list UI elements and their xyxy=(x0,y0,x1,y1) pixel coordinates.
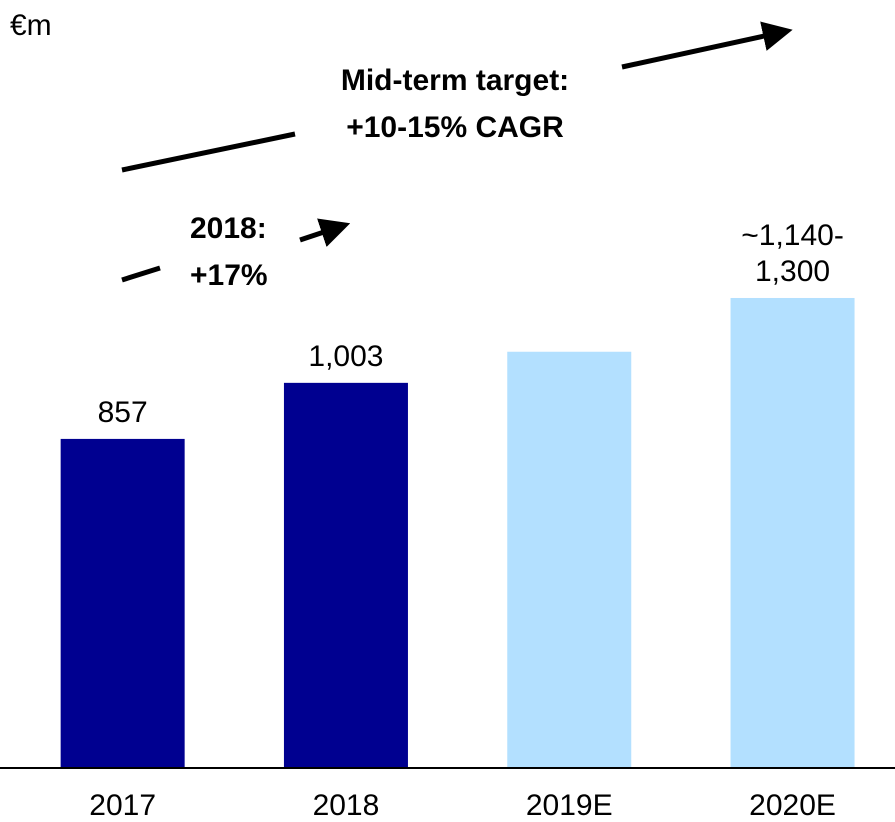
bar xyxy=(730,297,855,768)
annotation: +17% xyxy=(190,259,268,292)
bar xyxy=(283,382,408,768)
bar xyxy=(60,438,185,768)
value-label: ~1,140-1,300 xyxy=(741,218,844,288)
trend-arrow xyxy=(121,265,161,283)
annotation: 2018: xyxy=(190,212,267,245)
trend-arrow xyxy=(299,218,351,247)
value-label: 1,003 xyxy=(308,339,384,373)
bar xyxy=(507,351,632,768)
x-tick-label: 2020E xyxy=(749,789,836,822)
x-tick-label: 2018 xyxy=(313,789,380,822)
trend-arrow xyxy=(121,131,296,173)
annotation: +10-15% CAGR xyxy=(346,111,564,144)
x-tick-label: 2019E xyxy=(526,789,613,822)
value-label: 857 xyxy=(97,395,148,429)
unit-label: €m xyxy=(10,9,52,42)
trend-arrow xyxy=(621,21,793,70)
x-tick-label: 2017 xyxy=(89,789,156,822)
annotation: Mid-term target: xyxy=(341,64,569,97)
